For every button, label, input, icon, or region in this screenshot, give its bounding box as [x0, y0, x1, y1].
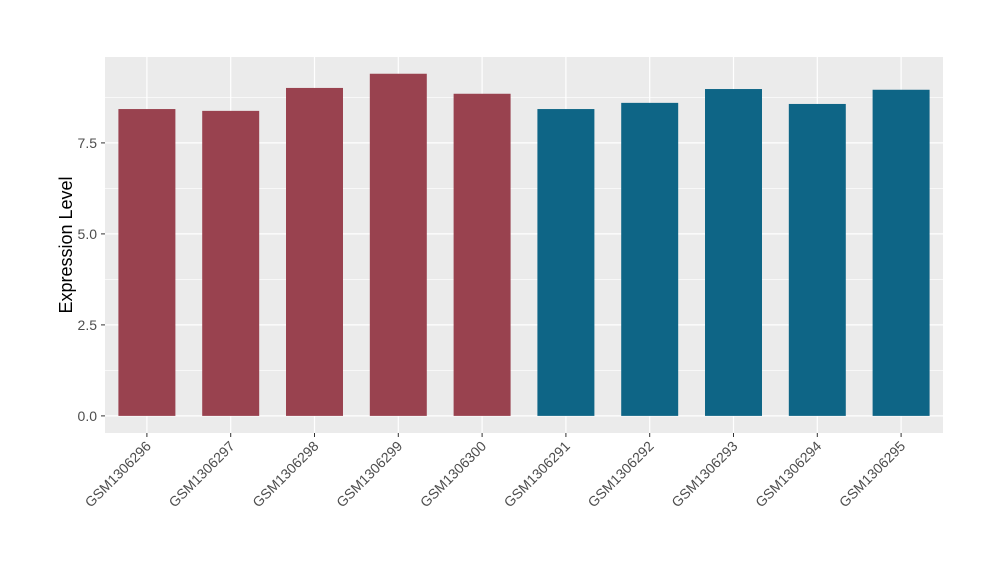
- y-tick-label: 7.5: [78, 135, 98, 151]
- y-axis-title: Expression Level: [56, 176, 76, 313]
- bar: [202, 110, 260, 416]
- bar: [872, 89, 930, 416]
- x-tick-label: GSM1306291: [501, 438, 574, 511]
- y-tick-label: 5.0: [78, 226, 98, 242]
- x-tick-label: GSM1306293: [668, 438, 741, 511]
- x-tick-label: GSM1306294: [752, 438, 825, 511]
- x-tick-label: GSM1306296: [82, 438, 155, 511]
- x-tick-label: GSM1306300: [417, 438, 490, 511]
- bar: [621, 102, 679, 416]
- x-tick-label: GSM1306295: [836, 438, 909, 511]
- bar: [118, 109, 176, 416]
- bar: [788, 103, 846, 416]
- x-tick-label: GSM1306298: [249, 438, 322, 511]
- bar: [537, 109, 595, 416]
- y-tick-label: 0.0: [78, 408, 98, 424]
- bar: [369, 73, 427, 416]
- x-tick-label: GSM1306292: [584, 438, 657, 511]
- y-tick-label: 2.5: [78, 317, 98, 333]
- bar: [453, 93, 511, 416]
- x-tick-label: GSM1306297: [165, 438, 238, 511]
- bar: [705, 89, 762, 416]
- x-tick-label: GSM1306299: [333, 438, 406, 511]
- bar: [286, 87, 343, 416]
